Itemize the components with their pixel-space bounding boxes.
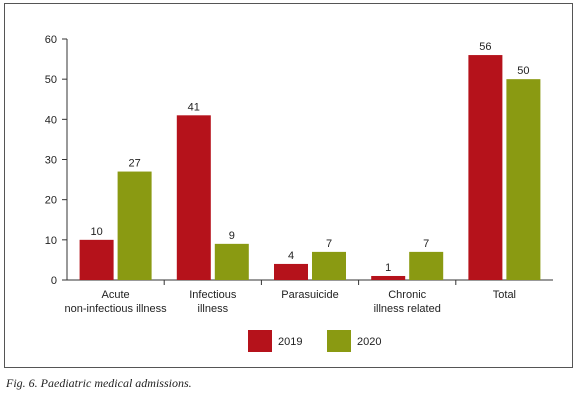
category-label: Infectious (189, 289, 237, 301)
y-tick-label: 50 (45, 74, 57, 86)
figure-caption: Fig. 6. Paediatric medical admissions. (6, 376, 192, 390)
bar-2020 (409, 251, 444, 280)
data-label-2019: 10 (90, 226, 102, 238)
legend-label-2019: 2019 (278, 336, 302, 348)
category-label: Chronic (388, 289, 426, 301)
category-label: illness (198, 303, 229, 315)
data-label-2020: 27 (128, 158, 140, 170)
data-label-2019: 56 (479, 41, 491, 53)
bar-2019 (468, 55, 503, 280)
data-label-2020: 9 (229, 230, 235, 242)
data-label-2020: 7 (326, 238, 332, 250)
category-label: non-infectious illness (65, 303, 168, 315)
data-label-2019: 1 (385, 262, 391, 274)
y-tick-label: 40 (45, 114, 57, 126)
y-tick-label: 20 (45, 195, 57, 207)
category-label: Parasuicide (281, 289, 338, 301)
bar-2019 (79, 239, 114, 280)
data-label-2019: 41 (188, 101, 200, 113)
bar-2020 (312, 251, 346, 280)
data-label-2020: 7 (423, 238, 429, 250)
legend-swatch-2020 (327, 330, 351, 352)
y-tick-label: 10 (45, 235, 57, 247)
bar-2019 (371, 275, 406, 280)
bar-chart: 0 10 20 30 40 50 60 10 27 Acute non-infectious ill… (45, 34, 553, 352)
bar-2019 (274, 263, 308, 280)
y-tick-label: 0 (51, 275, 57, 287)
bar-2020 (117, 171, 152, 280)
figure-frame: 0 10 20 30 40 50 60 10 27 Acute non-infectious ill… (4, 3, 573, 368)
bar-2019 (176, 115, 211, 280)
category-label: Total (493, 289, 516, 301)
bar-2020 (214, 243, 249, 280)
category-label: illness related (374, 303, 441, 315)
bar-2020 (506, 79, 541, 281)
y-tick-label: 30 (45, 155, 57, 167)
data-label-2020: 50 (517, 65, 529, 77)
y-tick-label: 60 (45, 34, 57, 46)
data-label-2019: 4 (288, 250, 294, 262)
category-label: Acute (102, 289, 130, 301)
legend-swatch-2019 (248, 330, 272, 352)
legend-label-2020: 2020 (357, 336, 381, 348)
